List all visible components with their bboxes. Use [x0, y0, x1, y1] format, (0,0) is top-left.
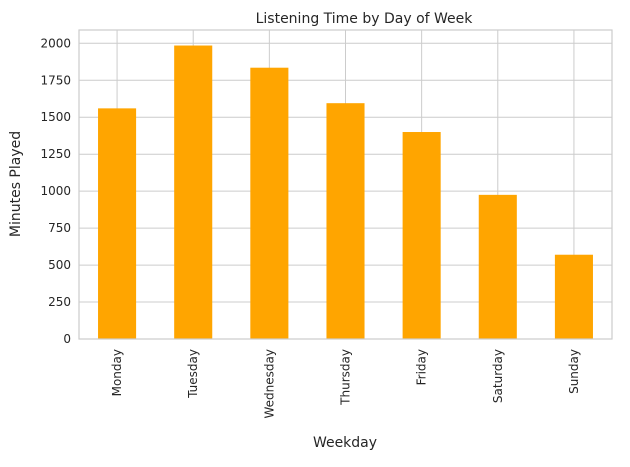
- y-tick-label: 250: [48, 295, 71, 309]
- chart-title: Listening Time by Day of Week: [256, 11, 474, 27]
- bar-monday: [98, 108, 137, 339]
- y-tick-label: 1000: [40, 184, 71, 198]
- x-axis-label: Weekday: [313, 435, 377, 451]
- y-tick-label: 1250: [40, 147, 71, 161]
- bar-tuesday: [174, 45, 213, 339]
- x-tick-label: Saturday: [491, 349, 505, 403]
- bars: [98, 45, 593, 340]
- x-tick-label: Sunday: [567, 349, 581, 394]
- y-tick-label: 750: [48, 221, 71, 235]
- y-tick-label: 0: [63, 332, 71, 346]
- x-tick-label: Friday: [415, 349, 429, 385]
- bar-wednesday: [250, 67, 289, 339]
- bar-sunday: [554, 254, 593, 339]
- x-tick-label: Wednesday: [262, 349, 276, 418]
- bar-thursday: [326, 103, 365, 340]
- plot-area-frame: [78, 29, 613, 340]
- y-axis-ticks: 0 250 500 750 1000 1250 1500 1750 2000: [40, 36, 71, 346]
- x-tick-label: Monday: [110, 349, 124, 396]
- y-tick-label: 2000: [40, 36, 71, 50]
- y-tick-label: 500: [48, 258, 71, 272]
- x-tick-label: Thursday: [339, 349, 353, 406]
- y-tick-label: 1750: [40, 73, 71, 87]
- x-axis-ticks: Monday Tuesday Wednesday Thursday Friday Satu…: [110, 349, 581, 418]
- bar-saturday: [478, 194, 517, 339]
- x-tick-label: Tuesday: [186, 349, 200, 399]
- y-tick-label: 1500: [40, 110, 71, 124]
- y-axis-label: Minutes Played: [8, 131, 24, 237]
- bar-friday: [402, 132, 441, 339]
